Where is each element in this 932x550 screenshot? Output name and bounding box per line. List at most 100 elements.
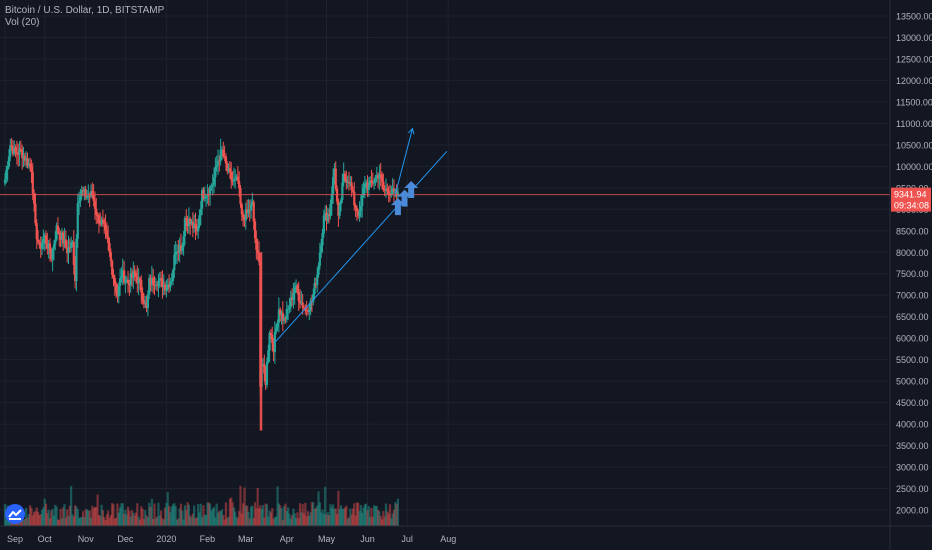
volume-bar (190, 516, 193, 526)
candle-body (108, 243, 111, 253)
volume-bar (99, 516, 102, 526)
candle-body (391, 188, 394, 194)
volume-bar (251, 505, 254, 526)
candle-body (174, 252, 177, 255)
candle-body (186, 220, 189, 226)
candle-body (119, 278, 122, 286)
volume-bar (226, 517, 229, 526)
x-tick-label: Apr (280, 534, 294, 544)
candle-body (253, 221, 257, 239)
volume-bar (325, 514, 328, 526)
last-price-tag (891, 187, 931, 212)
volume-bar (248, 518, 251, 526)
candle-body (210, 186, 213, 188)
candle-body (365, 182, 368, 184)
volume-bar (346, 518, 349, 526)
candle-body (312, 294, 315, 303)
volume-bar (50, 510, 53, 526)
candle-body (231, 179, 234, 182)
volume-bar (396, 498, 400, 526)
volume-bar (379, 515, 382, 526)
candle-body (31, 172, 34, 194)
volume-bar (59, 509, 62, 526)
candle-body (382, 181, 385, 190)
volume-bar (343, 507, 347, 526)
volume-bar (320, 512, 323, 526)
candle-body (17, 153, 20, 155)
volume-bar (130, 510, 134, 526)
symbol-title[interactable]: Bitcoin / U.S. Dollar, 1D, BITSTAMP (5, 5, 165, 16)
candle-body (58, 232, 61, 235)
volume-bar (182, 519, 185, 526)
volume-bar (361, 512, 364, 526)
candle-body (238, 180, 241, 189)
volume-bar (154, 518, 157, 526)
volume-bar (173, 503, 176, 526)
candle-body (59, 234, 62, 240)
candle-body (294, 285, 298, 288)
candle-body (104, 224, 107, 231)
x-tick-label: Jun (360, 534, 375, 544)
candle-body (34, 203, 37, 224)
volume-bar (349, 508, 352, 526)
volume-bar (255, 508, 258, 526)
candle-body (101, 219, 105, 221)
volume-bar (261, 505, 265, 526)
volume-bar (312, 502, 315, 526)
candle-body (51, 249, 54, 260)
volume-bar (170, 506, 173, 526)
volume-bar (267, 516, 270, 526)
candle-body (95, 208, 98, 215)
volume-bar (230, 497, 233, 526)
candle-body (358, 211, 361, 217)
candle-body (219, 149, 222, 162)
candle-body (77, 201, 81, 204)
volume-indicator-label[interactable]: Vol (20) (5, 17, 40, 28)
volume-bar (224, 502, 228, 526)
volume-bar (120, 503, 123, 526)
trendline (274, 150, 448, 343)
y-tick-label: 6000.00 (896, 334, 929, 344)
y-tick-label: 4500.00 (896, 398, 929, 408)
y-tick-label: 3500.00 (896, 441, 929, 451)
volume-bar (231, 502, 234, 526)
volume-bar (269, 512, 273, 526)
projection-arrow-head (408, 127, 415, 135)
candle-body (301, 302, 304, 308)
volume-bar (96, 494, 99, 526)
volume-bar (306, 511, 310, 526)
volume-bar (149, 506, 152, 526)
candle-body (81, 190, 85, 192)
candle-body (99, 223, 102, 225)
candle-body (248, 209, 251, 211)
candle-body (162, 284, 165, 288)
volume-bar (81, 511, 85, 526)
volume-bar (239, 485, 242, 526)
candle-body (298, 300, 302, 304)
volume-bar (246, 505, 249, 526)
candle-body (361, 195, 364, 206)
candle-body (343, 173, 347, 179)
candle-body (240, 204, 243, 215)
volume-bar (35, 507, 38, 526)
volume-bar (235, 516, 238, 526)
volume-bar (351, 508, 355, 526)
volume-bar (108, 517, 111, 526)
up-arrow-icon (397, 189, 412, 207)
volume-bar (74, 505, 77, 526)
volume-bar (158, 515, 161, 526)
volume-bar (189, 515, 192, 526)
candle-body (367, 185, 370, 190)
volume-bar (92, 508, 95, 526)
candle-body (272, 343, 275, 353)
volume-bar (305, 515, 308, 526)
volume-bar (277, 503, 280, 526)
candle-body (316, 274, 319, 286)
candle-body (25, 157, 28, 161)
logo-icon[interactable] (5, 504, 25, 524)
candle-body (204, 196, 208, 199)
x-tick-label: 2020 (156, 534, 176, 544)
candle-body (359, 205, 362, 212)
volume-bar (63, 504, 66, 526)
